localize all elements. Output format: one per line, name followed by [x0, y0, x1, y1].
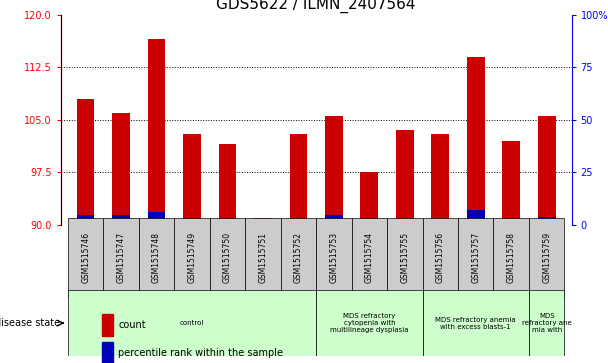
- Bar: [103, 218, 139, 298]
- Text: GSM1515750: GSM1515750: [223, 232, 232, 283]
- Bar: [351, 218, 387, 298]
- Bar: [423, 290, 529, 356]
- Bar: [112, 113, 130, 225]
- Bar: [325, 116, 343, 225]
- Text: MDS refractory
cytopenia with
multilineage dysplasia: MDS refractory cytopenia with multilinea…: [330, 313, 409, 333]
- Bar: [289, 219, 307, 225]
- Bar: [148, 39, 165, 225]
- Text: MDS
refractory ane
mia with: MDS refractory ane mia with: [522, 313, 572, 333]
- Text: GSM1515754: GSM1515754: [365, 232, 374, 283]
- Bar: [112, 215, 130, 225]
- Text: control: control: [180, 320, 204, 326]
- Text: GSM1515749: GSM1515749: [187, 232, 196, 283]
- Bar: [396, 130, 413, 225]
- Text: percentile rank within the sample: percentile rank within the sample: [118, 348, 283, 358]
- Bar: [102, 314, 113, 337]
- Bar: [219, 144, 237, 225]
- Bar: [432, 134, 449, 225]
- Text: GSM1515757: GSM1515757: [471, 232, 480, 283]
- Bar: [183, 134, 201, 225]
- Text: GSM1515751: GSM1515751: [258, 232, 268, 283]
- Bar: [254, 218, 272, 225]
- Bar: [502, 219, 520, 225]
- Bar: [432, 219, 449, 225]
- Text: GSM1515748: GSM1515748: [152, 232, 161, 283]
- Text: count: count: [118, 321, 146, 330]
- Text: GSM1515746: GSM1515746: [81, 232, 90, 283]
- Bar: [254, 221, 272, 225]
- Text: GSM1515747: GSM1515747: [117, 232, 126, 283]
- Bar: [68, 290, 316, 356]
- Bar: [316, 290, 423, 356]
- Bar: [77, 215, 94, 225]
- Text: MDS refractory anemia
with excess blasts-1: MDS refractory anemia with excess blasts…: [435, 317, 516, 330]
- Text: GSM1515753: GSM1515753: [330, 232, 339, 283]
- Bar: [68, 218, 103, 298]
- Bar: [289, 134, 307, 225]
- Bar: [458, 218, 494, 298]
- Text: GSM1515759: GSM1515759: [542, 232, 551, 283]
- Bar: [102, 342, 113, 363]
- Bar: [245, 218, 281, 298]
- Bar: [148, 212, 165, 225]
- Bar: [361, 172, 378, 225]
- Bar: [281, 218, 316, 298]
- Text: GSM1515756: GSM1515756: [436, 232, 445, 283]
- Bar: [396, 219, 413, 225]
- Text: disease state: disease state: [0, 318, 60, 328]
- Bar: [174, 218, 210, 298]
- Title: GDS5622 / ILMN_2407564: GDS5622 / ILMN_2407564: [216, 0, 416, 13]
- Bar: [529, 218, 564, 298]
- Bar: [423, 218, 458, 298]
- Bar: [538, 116, 556, 225]
- Text: GSM1515755: GSM1515755: [400, 232, 409, 283]
- Bar: [467, 57, 485, 225]
- Bar: [467, 210, 485, 225]
- Bar: [361, 221, 378, 225]
- Bar: [529, 290, 564, 356]
- Bar: [219, 219, 237, 225]
- Bar: [502, 141, 520, 225]
- Bar: [538, 217, 556, 225]
- Bar: [387, 218, 423, 298]
- Bar: [325, 215, 343, 225]
- Bar: [139, 218, 174, 298]
- Bar: [494, 218, 529, 298]
- Bar: [210, 218, 245, 298]
- Text: GSM1515752: GSM1515752: [294, 232, 303, 283]
- Text: GSM1515758: GSM1515758: [506, 232, 516, 283]
- Bar: [183, 221, 201, 225]
- Bar: [77, 99, 94, 225]
- Bar: [316, 218, 351, 298]
